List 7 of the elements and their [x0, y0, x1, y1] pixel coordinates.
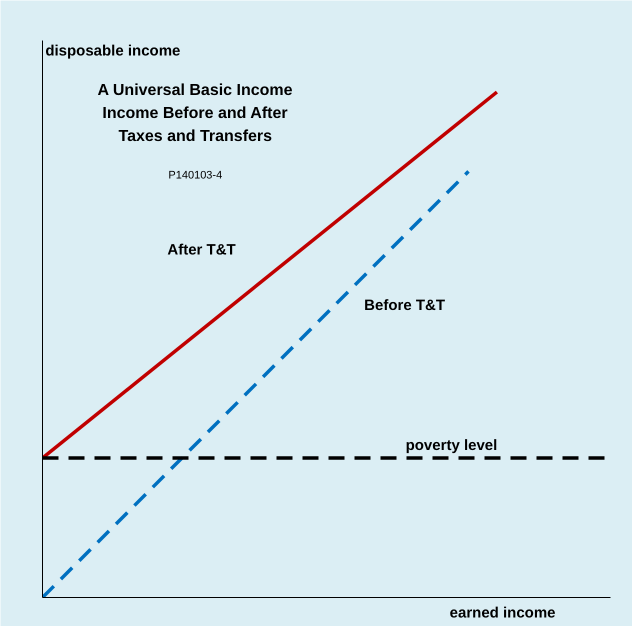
x-axis-title: earned income	[450, 604, 556, 622]
series-label: Before T&T	[364, 296, 446, 314]
text: A Universal Basic Income Income Before and After Taxes and Transfers	[97, 82, 293, 145]
text: P140103-4	[168, 169, 222, 182]
text: After T&T	[167, 241, 236, 258]
ref-line-label: poverty level	[406, 436, 498, 454]
y-axis-title: disposable income	[45, 42, 180, 60]
